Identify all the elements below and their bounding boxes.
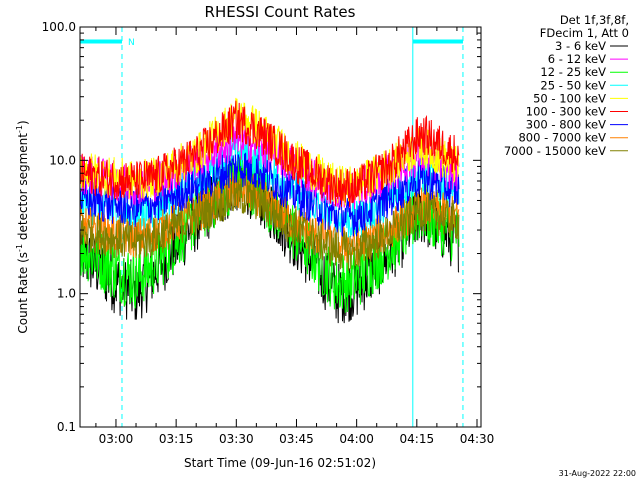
y-axis-label-mid: detector segment <box>16 133 30 244</box>
night-label-0: N <box>128 38 135 48</box>
legend-header-0: Det 1f,3f,8f, <box>560 13 629 27</box>
y-axis-label-end: ) <box>16 120 30 125</box>
x-tick-label-1: 03:15 <box>159 432 194 446</box>
x-tick-label-3: 03:45 <box>279 432 314 446</box>
legend-label-0: 3 - 6 keV <box>555 39 606 53</box>
legend-label-2: 12 - 25 keV <box>540 65 606 79</box>
series-line-5 <box>79 100 460 207</box>
y-tick-label-0: 0.1 <box>57 420 76 434</box>
x-tick-label-4: 04:00 <box>339 432 374 446</box>
y-tick-label-1: 1.0 <box>57 287 76 301</box>
legend-label-1: 6 - 12 keV <box>548 52 606 66</box>
series-line-8 <box>79 175 460 271</box>
x-tick-label-2: 03:30 <box>219 432 254 446</box>
y-axis-label-exp1: -1 <box>15 244 24 252</box>
footer-date: 31-Aug-2022 22:00 <box>559 469 636 478</box>
y-axis-label-exp2: -1 <box>15 125 24 133</box>
legend-header-1: FDecim 1, Att 0 <box>540 26 629 40</box>
night-bar-0 <box>80 39 122 44</box>
legend-label-4: 50 - 100 keV <box>533 91 606 105</box>
x-tick-label-5: 04:15 <box>400 432 435 446</box>
chart-title: RHESSI Count Rates <box>205 3 356 21</box>
series-line-0 <box>79 150 460 324</box>
x-tick-label-0: 03:00 <box>99 432 134 446</box>
legend-label-3: 25 - 50 keV <box>540 78 606 92</box>
legend-label-7: 800 - 7000 keV <box>518 131 606 145</box>
y-tick-label-2: 10.0 <box>49 153 76 167</box>
night-bar-1 <box>412 39 463 44</box>
legend-label-6: 300 - 800 keV <box>526 118 606 132</box>
y-axis-label-main: Count Rate (s <box>16 252 30 334</box>
axes: 0.1 1.0 10.0 100.0 03:00 03:15 03:30 03:45 04:00… <box>42 20 495 446</box>
plot-frame <box>79 26 482 428</box>
y-tick-label-3: 100.0 <box>42 20 76 34</box>
x-tick-label-6: 04:30 <box>460 432 495 446</box>
series-line-6 <box>79 150 460 237</box>
series-group <box>79 97 460 324</box>
legend-label-5: 100 - 300 keV <box>526 105 606 119</box>
legend-label-8: 7000 - 15000 keV <box>504 144 606 158</box>
y-axis-label: Count Rate (s-1 detector segment-1) <box>15 120 30 333</box>
series-line-7 <box>79 170 460 265</box>
x-axis-label: Start Time (09-Jun-16 02:51:02) <box>184 456 376 470</box>
